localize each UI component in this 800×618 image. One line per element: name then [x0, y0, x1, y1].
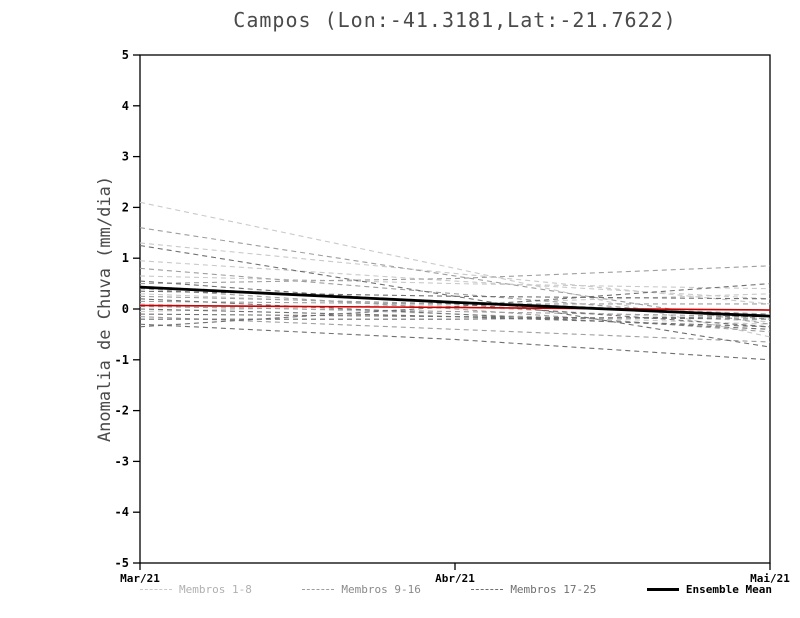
legend-dashed-line-sample: [140, 589, 172, 590]
ensemble-member-line: [139, 316, 771, 343]
ensemble-member-line: [139, 265, 771, 285]
ensemble-member-line: [140, 316, 771, 320]
ensemble-member-line: [139, 260, 771, 300]
ensemble-member-line: [139, 313, 771, 320]
y-tick-label: 4: [122, 99, 129, 113]
legend-label: Membros 1-8: [179, 583, 252, 596]
ensemble-member-line: [139, 280, 771, 328]
ensemble-member-line: [139, 298, 771, 330]
ensemble-mean-line: [139, 285, 771, 318]
legend-item: Membros 9-16: [302, 583, 421, 596]
y-tick-label: -2: [115, 404, 129, 418]
y-tick-label: 0: [122, 302, 129, 316]
legend-item: Membros 1-8: [140, 583, 252, 596]
y-tick-label: 1: [122, 251, 129, 265]
y-tick-label: 2: [122, 200, 129, 214]
y-tick-label: -5: [115, 556, 129, 570]
legend-dashed-line-sample: [302, 589, 335, 590]
ensemble-member-line: [139, 242, 771, 305]
y-tick-label: 5: [122, 48, 129, 62]
legend-item: Membros 17-25: [471, 583, 596, 596]
x-tick-label: Abr/21: [435, 572, 475, 585]
legend-dashed-line-sample: [471, 589, 504, 590]
ensemble-member-line: [139, 305, 771, 318]
chart-title: Campos (Lon:-41.3181,Lat:-21.7622): [233, 8, 677, 32]
x-tick-label: Mar/21: [120, 572, 160, 585]
y-tick-label: -3: [115, 454, 129, 468]
legend-label: Membros 9-16: [341, 583, 421, 596]
legend: Membros 1-8 Membros 9-16 Membros 17-25 Ense…: [140, 583, 772, 596]
ensemble-member-line: [139, 283, 771, 328]
y-tick-label: -4: [115, 505, 129, 519]
legend-item: Ensemble Mean: [646, 583, 772, 596]
x-tick-label: Mai/21: [750, 572, 790, 585]
legend-label: Ensemble Mean: [685, 583, 772, 596]
ensemble-member-line: [139, 323, 771, 361]
ensemble-member-line: [139, 290, 771, 300]
reference-line: [139, 304, 771, 311]
ensemble-member-line: [139, 275, 771, 290]
ensemble-member-line: [139, 227, 771, 325]
y-tick-label: 3: [122, 150, 129, 164]
legend-solid-line-sample: [646, 588, 679, 591]
y-tick-label: -1: [115, 353, 129, 367]
legend-label: Membros 17-25: [510, 583, 597, 596]
